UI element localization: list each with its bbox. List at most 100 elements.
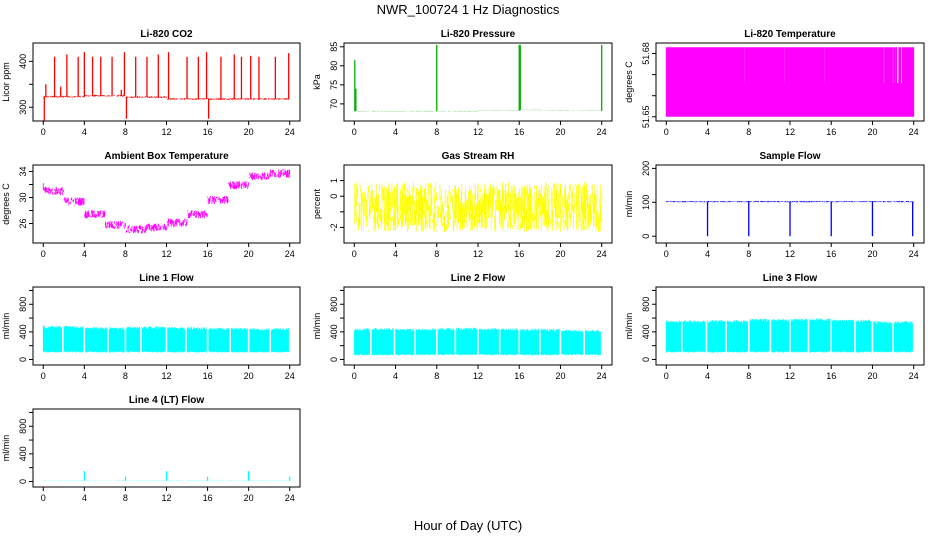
panel-title: Gas Stream RH [442,151,515,162]
x-tick-label: 12 [161,127,171,137]
y-tick-label: 51.65 [641,106,651,129]
x-tick-label: 8 [434,249,439,259]
y-tick-label: 26 [18,218,28,228]
y-tick-label: 800 [641,297,651,312]
y-tick-label: 30 [18,192,28,202]
x-tick-label: 0 [41,249,46,259]
x-tick-label: 0 [41,493,46,503]
x-tick-label: 16 [826,249,836,259]
x-tick-label: 4 [82,127,87,137]
x-tick-label: 20 [244,493,254,503]
x-axis: 0 4 8 12 16 20 24 [41,121,295,137]
x-tick-label: 12 [473,371,483,381]
x-tick-label: 16 [203,127,213,137]
x-axis: 0 4 8 12 16 20 24 [41,365,295,381]
y-tick-label: -2 [329,223,339,231]
x-tick-label: 0 [664,249,669,259]
y-axis-label: ml/min [624,313,634,340]
y-tick-label: 100 [641,195,651,210]
y-tick-label: 400 [18,54,28,69]
x-tick-label: 8 [123,371,128,381]
y-tick-label: 51.68 [641,42,651,65]
x-axis: 0 4 8 12 16 20 24 [664,365,919,381]
y-tick-label: 0 [329,357,339,362]
y-axis-label: ml/min [312,313,322,340]
x-tick-label: 24 [597,371,607,381]
x-axis: 0 4 8 12 16 20 24 [352,365,607,381]
x-tick-label: 4 [82,493,87,503]
x-tick-label: 16 [203,493,213,503]
plot-frame [32,42,301,122]
panel-3: Li-820 Temperature degrees C 0 4 8 12 16 20 24 51… [624,29,925,137]
x-tick-label: 8 [434,371,439,381]
x-axis: 0 4 8 12 16 20 24 [664,243,919,259]
x-tick-label: 4 [705,249,710,259]
x-tick-label: 0 [664,127,669,137]
y-axis: 0 400 800 [641,289,656,362]
x-axis: 0 4 8 12 16 20 24 [41,243,295,259]
y-tick-label: 800 [329,297,339,312]
series-trace [665,47,915,117]
plot-frame [343,42,613,122]
x-tick-label: 8 [746,371,751,381]
data-series [42,169,291,234]
x-tick-label: 12 [785,127,795,137]
x-tick-label: 8 [123,249,128,259]
x-tick-label: 20 [867,249,877,259]
y-tick-label: 400 [18,446,28,461]
data-series [42,287,291,365]
y-axis-label: Licor ppm [1,62,11,102]
x-tick-label: 24 [909,249,919,259]
y-tick-label: 70 [329,99,339,109]
y-tick-label: 300 [18,100,28,115]
x-axis: 0 4 8 12 16 20 24 [41,487,295,503]
y-tick-label: 80 [329,61,339,71]
x-tick-label: 16 [514,249,524,259]
data-series [665,287,915,365]
x-tick-label: 8 [123,493,128,503]
panel-title: Line 3 Flow [763,273,818,284]
y-axis-label: ml/min [1,435,11,462]
x-tick-label: 24 [285,371,295,381]
x-tick-label: 0 [41,127,46,137]
x-tick-label: 8 [746,127,751,137]
x-tick-label: 0 [352,127,357,137]
x-tick-label: 24 [597,249,607,259]
data-series [353,287,603,365]
y-axis-label: percent [312,188,322,219]
x-tick-label: 24 [909,127,919,137]
y-tick-label: 0 [641,234,651,239]
panel-title: Line 4 (LT) Flow [129,395,205,406]
x-tick-label: 8 [746,249,751,259]
y-tick-label: 75 [329,80,339,90]
x-tick-label: 4 [82,371,87,381]
y-tick-label: 1 [329,178,339,183]
y-axis-label: degrees C [1,183,11,225]
panel-7: Line 1 Flow ml/min 0 4 8 12 16 20 24 0 400 800 [1,273,301,381]
x-tick-label: 12 [473,249,483,259]
panel-1: Li-820 CO2 Licor ppm 0 4 8 12 16 20 24 300 400 [1,29,301,137]
panel-5: Gas Stream RH percent 0 4 8 12 16 20 24 -2 0 1 [312,151,613,259]
x-tick-label: 20 [867,371,877,381]
x-tick-label: 20 [244,249,254,259]
y-axis-label: ml/min [624,191,634,218]
x-axis: 0 4 8 12 16 20 24 [352,243,607,259]
x-axis: 0 4 8 12 16 20 24 [352,121,607,137]
x-tick-label: 0 [352,371,357,381]
x-tick-label: 16 [203,249,213,259]
y-tick-label: 0 [641,357,651,362]
x-tick-label: 16 [203,371,213,381]
x-tick-label: 12 [473,127,483,137]
y-axis-label: kPa [312,74,322,90]
x-tick-label: 24 [285,493,295,503]
panel-title: Sample Flow [759,151,820,162]
panel-4: Ambient Box Temperature degrees C 0 4 8 12 16 2… [1,151,301,259]
y-axis: 70 75 80 85 [329,42,344,109]
panel-title: Li-820 Pressure [441,29,516,40]
x-tick-label: 4 [393,127,398,137]
x-tick-label: 0 [352,249,357,259]
x-tick-label: 12 [161,249,171,259]
y-tick-label: 800 [18,419,28,434]
figure-x-axis-label: Hour of Day (UTC) [413,518,523,533]
